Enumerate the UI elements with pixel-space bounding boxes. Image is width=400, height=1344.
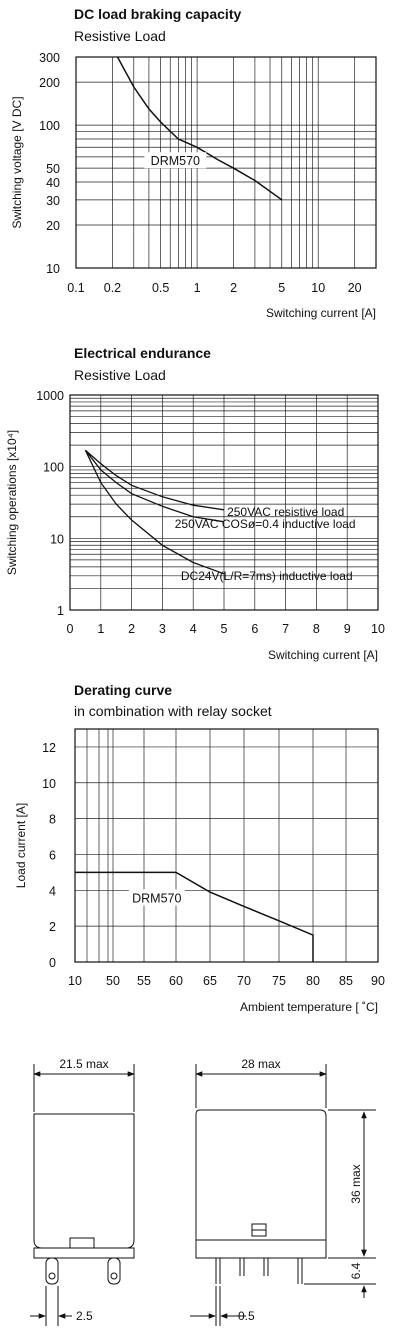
x-tick-label: 7 <box>282 622 289 636</box>
series-line-drm570 <box>116 56 283 201</box>
x-tick-label: 0.5 <box>152 281 169 295</box>
side-pin-label: 2.5 <box>76 1309 93 1323</box>
y-tick-label: 6 <box>49 848 56 862</box>
x-tick-label: 10 <box>311 281 325 295</box>
relay-dimension-drawing: 21.5 max 2.5 28 max 36 max 6.4 0.5 <box>30 1057 376 1326</box>
x-tick-label: 4 <box>190 622 197 636</box>
y-tick-label: 40 <box>46 176 60 190</box>
front-pin-label: 0.5 <box>238 1309 255 1323</box>
x-tick-label: 80 <box>306 974 320 988</box>
y-tick-label: 100 <box>39 119 60 133</box>
x-tick-label: 8 <box>313 622 320 636</box>
pin-length-label: 6.4 <box>349 1262 363 1279</box>
x-tick-label: 0 <box>67 622 74 636</box>
x-tick-label: 85 <box>339 974 353 988</box>
y-tick-label: 1000 <box>36 389 64 403</box>
x-tick-label: 90 <box>371 974 385 988</box>
x-tick-label: 2 <box>230 281 237 295</box>
x-tick-label: 0.1 <box>67 281 84 295</box>
x-tick-label: 5 <box>221 622 228 636</box>
side-view <box>30 1064 135 1326</box>
y-axis-label: Switching operations [x10⁴] <box>5 430 19 575</box>
x-tick-label: 3 <box>159 622 166 636</box>
y-tick-label: 100 <box>43 461 64 475</box>
x-tick-label: 0.2 <box>104 281 121 295</box>
y-tick-label: 10 <box>46 262 60 276</box>
series-label-bg <box>128 889 185 906</box>
y-tick-label: 20 <box>46 219 60 233</box>
derating-curve-chart: 10 50 55 60 65 70 75 80 85 90 0 2 4 6 8 10 12 Ambient tem… <box>14 728 385 1014</box>
chart2-title: Electrical endurance <box>74 345 211 361</box>
x-tick-label: 65 <box>203 974 217 988</box>
x-tick-label: 5 <box>278 281 285 295</box>
y-tick-label: 12 <box>42 741 56 755</box>
chart2-subtitle: Resistive Load <box>74 367 166 383</box>
front-width-label: 28 max <box>241 1057 280 1071</box>
x-tick-label: 6 <box>251 622 258 636</box>
y-tick-label: 8 <box>49 813 56 827</box>
y-tick-label: 0 <box>49 956 56 970</box>
x-tick-label: 9 <box>344 622 351 636</box>
x-tick-label: 10 <box>68 974 82 988</box>
front-view <box>190 1064 376 1326</box>
x-tick-label: 60 <box>169 974 183 988</box>
height-label: 36 max <box>349 1164 363 1203</box>
series-label: DRM570 <box>151 154 200 168</box>
series-line-drm570 <box>75 871 314 962</box>
y-tick-label: 200 <box>39 76 60 90</box>
series-line <box>84 449 225 523</box>
chart3-subtitle: in combination with relay socket <box>74 703 272 719</box>
x-tick-label: 75 <box>272 974 286 988</box>
plot-frame <box>74 728 379 963</box>
y-axis-label: Load current [A] <box>14 803 28 888</box>
series-label: 250VAC resistive load <box>227 505 344 519</box>
x-tick-label: 70 <box>237 974 251 988</box>
y-tick-label: 300 <box>39 51 60 65</box>
series-line <box>84 449 225 575</box>
y-tick-label: 2 <box>49 920 56 934</box>
x-tick-label: 10 <box>371 622 385 636</box>
y-tick-label: 1 <box>57 604 64 618</box>
side-width-label: 21.5 max <box>59 1057 108 1071</box>
x-tick-label: 1 <box>194 281 201 295</box>
y-axis-label: Switching voltage [V DC] <box>10 96 24 228</box>
x-tick-label: 55 <box>137 974 151 988</box>
y-tick-label: 50 <box>46 162 60 176</box>
series-line <box>84 449 225 511</box>
y-tick-label: 10 <box>42 777 56 791</box>
series-label-bg <box>144 152 207 169</box>
chart3-title: Derating curve <box>74 682 173 698</box>
x-tick-label: 50 <box>106 974 120 988</box>
chart1-title: DC load braking capacity <box>74 6 242 22</box>
y-tick-label: 10 <box>50 532 64 546</box>
x-tick-label: 1 <box>97 622 104 636</box>
plot-frame <box>75 56 377 269</box>
y-tick-label: 4 <box>49 884 56 898</box>
chart1-subtitle: Resistive Load <box>74 28 166 44</box>
series-label: 250VAC COSø=0.4 inductive load <box>175 517 356 531</box>
y-tick-label: 30 <box>46 194 60 208</box>
x-tick-label: 2 <box>128 622 135 636</box>
x-axis-label: Switching current [A] <box>268 648 378 662</box>
x-axis-label: Ambient temperature [ ˚C] <box>240 1000 378 1014</box>
x-axis-label: Switching current [A] <box>266 306 376 320</box>
plot-frame <box>69 394 379 611</box>
series-label: DRM570 <box>132 891 181 905</box>
series-label: DC24V(L/R=7ms) inductive load <box>181 569 353 583</box>
x-tick-label: 20 <box>348 281 362 295</box>
